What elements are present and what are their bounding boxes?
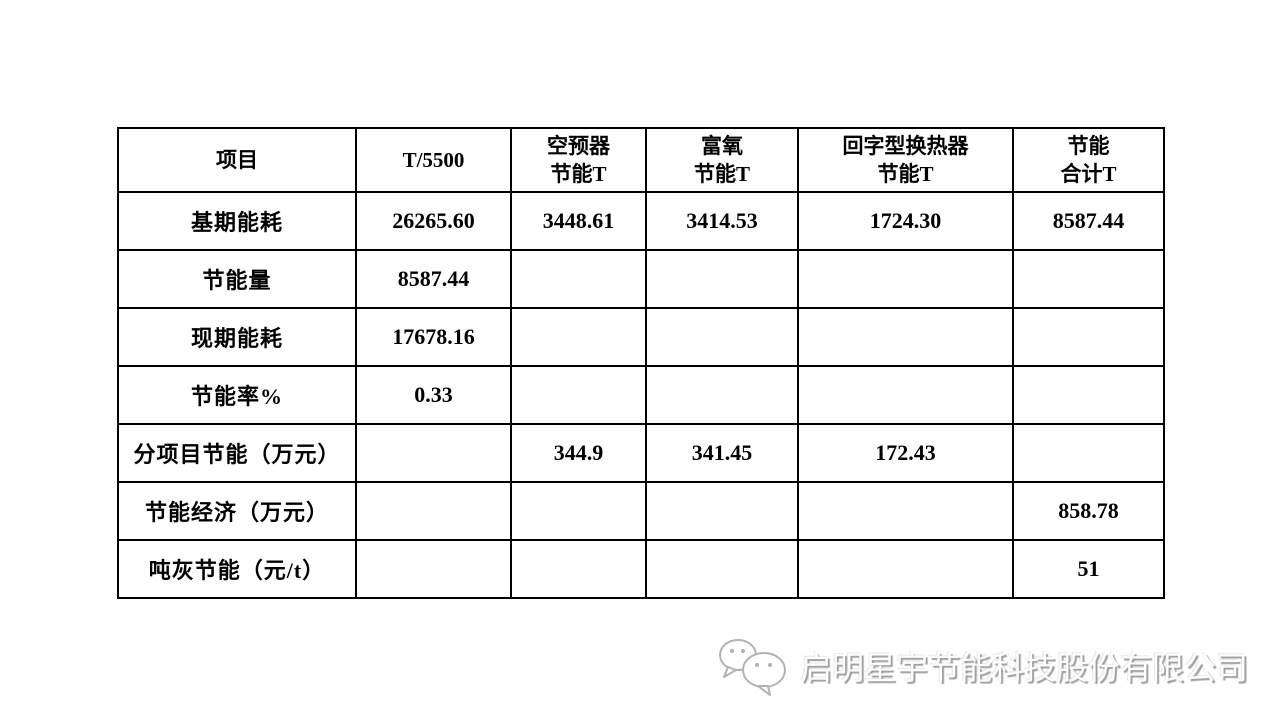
column-header-line: 节能 xyxy=(1067,133,1110,158)
table-row-subproject-savings: 分项目节能（万元） 344.9 341.45 172.43 xyxy=(117,423,1165,483)
cell-value: 8587.44 xyxy=(355,249,512,309)
company-name: 启明星宇节能科技股份有限公司 xyxy=(800,650,1249,686)
column-header-oxygen-enrich: 富氧 节能T xyxy=(645,127,799,193)
header-row: 项目 T/5500 空预器 节能T 富氧 节能T 回字型换热器 节能T xyxy=(117,127,1165,193)
cell-value: 1724.30 xyxy=(797,191,1014,251)
table-row-savings-rate: 节能率% 0.33 xyxy=(117,365,1165,425)
wechat-icon xyxy=(719,639,786,696)
column-header-line: 节能T xyxy=(693,162,750,186)
table-row-savings-amount: 节能量 8587.44 xyxy=(117,249,1165,309)
cell-value: 3414.53 xyxy=(645,191,799,251)
watermark: 启明星宇节能科技股份有限公司 xyxy=(716,633,1248,699)
column-header-heat-exchanger: 回字型换热器 节能T xyxy=(797,127,1014,193)
column-header-item: 项目 xyxy=(117,127,357,193)
row-label: 现期能耗 xyxy=(117,307,357,367)
cell-value xyxy=(797,307,1014,367)
cell-value xyxy=(797,539,1014,599)
cell-value xyxy=(645,249,799,309)
cell-value xyxy=(1012,307,1165,367)
column-header-air-preheater: 空预器 节能T xyxy=(510,127,647,193)
cell-value: 341.45 xyxy=(645,423,799,483)
cell-value xyxy=(510,365,647,425)
cell-value xyxy=(645,481,799,541)
cell-value xyxy=(1012,365,1165,425)
cell-value xyxy=(510,307,647,367)
cell-value xyxy=(645,307,799,367)
table-row-per-ton-savings: 吨灰节能（元/t） 51 xyxy=(117,539,1165,599)
cell-value xyxy=(1012,423,1165,483)
cell-value: 344.9 xyxy=(510,423,647,483)
column-header-line: 空预器 xyxy=(547,133,610,158)
row-label: 节能经济（万元） xyxy=(117,481,357,541)
cell-value xyxy=(355,423,512,483)
cell-value: 172.43 xyxy=(797,423,1014,483)
energy-savings-table: 项目 T/5500 空预器 节能T 富氧 节能T 回字型换热器 节能T xyxy=(117,127,1165,599)
cell-value xyxy=(1012,249,1165,309)
row-label: 节能率% xyxy=(117,365,357,425)
column-header-total: 节能 合计T xyxy=(1012,127,1165,193)
row-label: 吨灰节能（元/t） xyxy=(117,539,357,599)
row-label: 基期能耗 xyxy=(117,191,357,251)
table-row-economic-savings: 节能经济（万元） 858.78 xyxy=(117,481,1165,541)
cell-value: 8587.44 xyxy=(1012,191,1165,251)
column-header-line: 合计T xyxy=(1060,162,1117,186)
cell-value xyxy=(797,249,1014,309)
cell-value xyxy=(355,539,512,599)
cell-value: 858.78 xyxy=(1012,481,1165,541)
cell-value: 3448.61 xyxy=(510,191,647,251)
column-header-line: 节能T xyxy=(877,162,934,186)
cell-value: 17678.16 xyxy=(355,307,512,367)
column-header-line: 回字型换热器 xyxy=(842,133,969,158)
cell-value xyxy=(510,539,647,599)
cell-value xyxy=(510,481,647,541)
cell-value: 0.33 xyxy=(355,365,512,425)
column-header-line: T/5500 xyxy=(402,147,465,172)
cell-value xyxy=(645,539,799,599)
row-label: 分项目节能（万元） xyxy=(117,423,357,483)
cell-value xyxy=(355,481,512,541)
column-header-line: 富氧 xyxy=(701,133,743,158)
cell-value xyxy=(510,249,647,309)
column-header-line: 项目 xyxy=(216,147,258,172)
cell-value xyxy=(645,365,799,425)
table-row-base-energy: 基期能耗 26265.60 3448.61 3414.53 1724.30 85… xyxy=(117,191,1165,251)
row-label: 节能量 xyxy=(117,249,357,309)
cell-value xyxy=(797,365,1014,425)
table-row-current-energy: 现期能耗 17678.16 xyxy=(117,307,1165,367)
cell-value: 26265.60 xyxy=(355,191,512,251)
cell-value: 51 xyxy=(1012,539,1165,599)
cell-value xyxy=(797,481,1014,541)
column-header-line: 节能T xyxy=(550,162,607,186)
column-header-t5500: T/5500 xyxy=(355,127,512,193)
